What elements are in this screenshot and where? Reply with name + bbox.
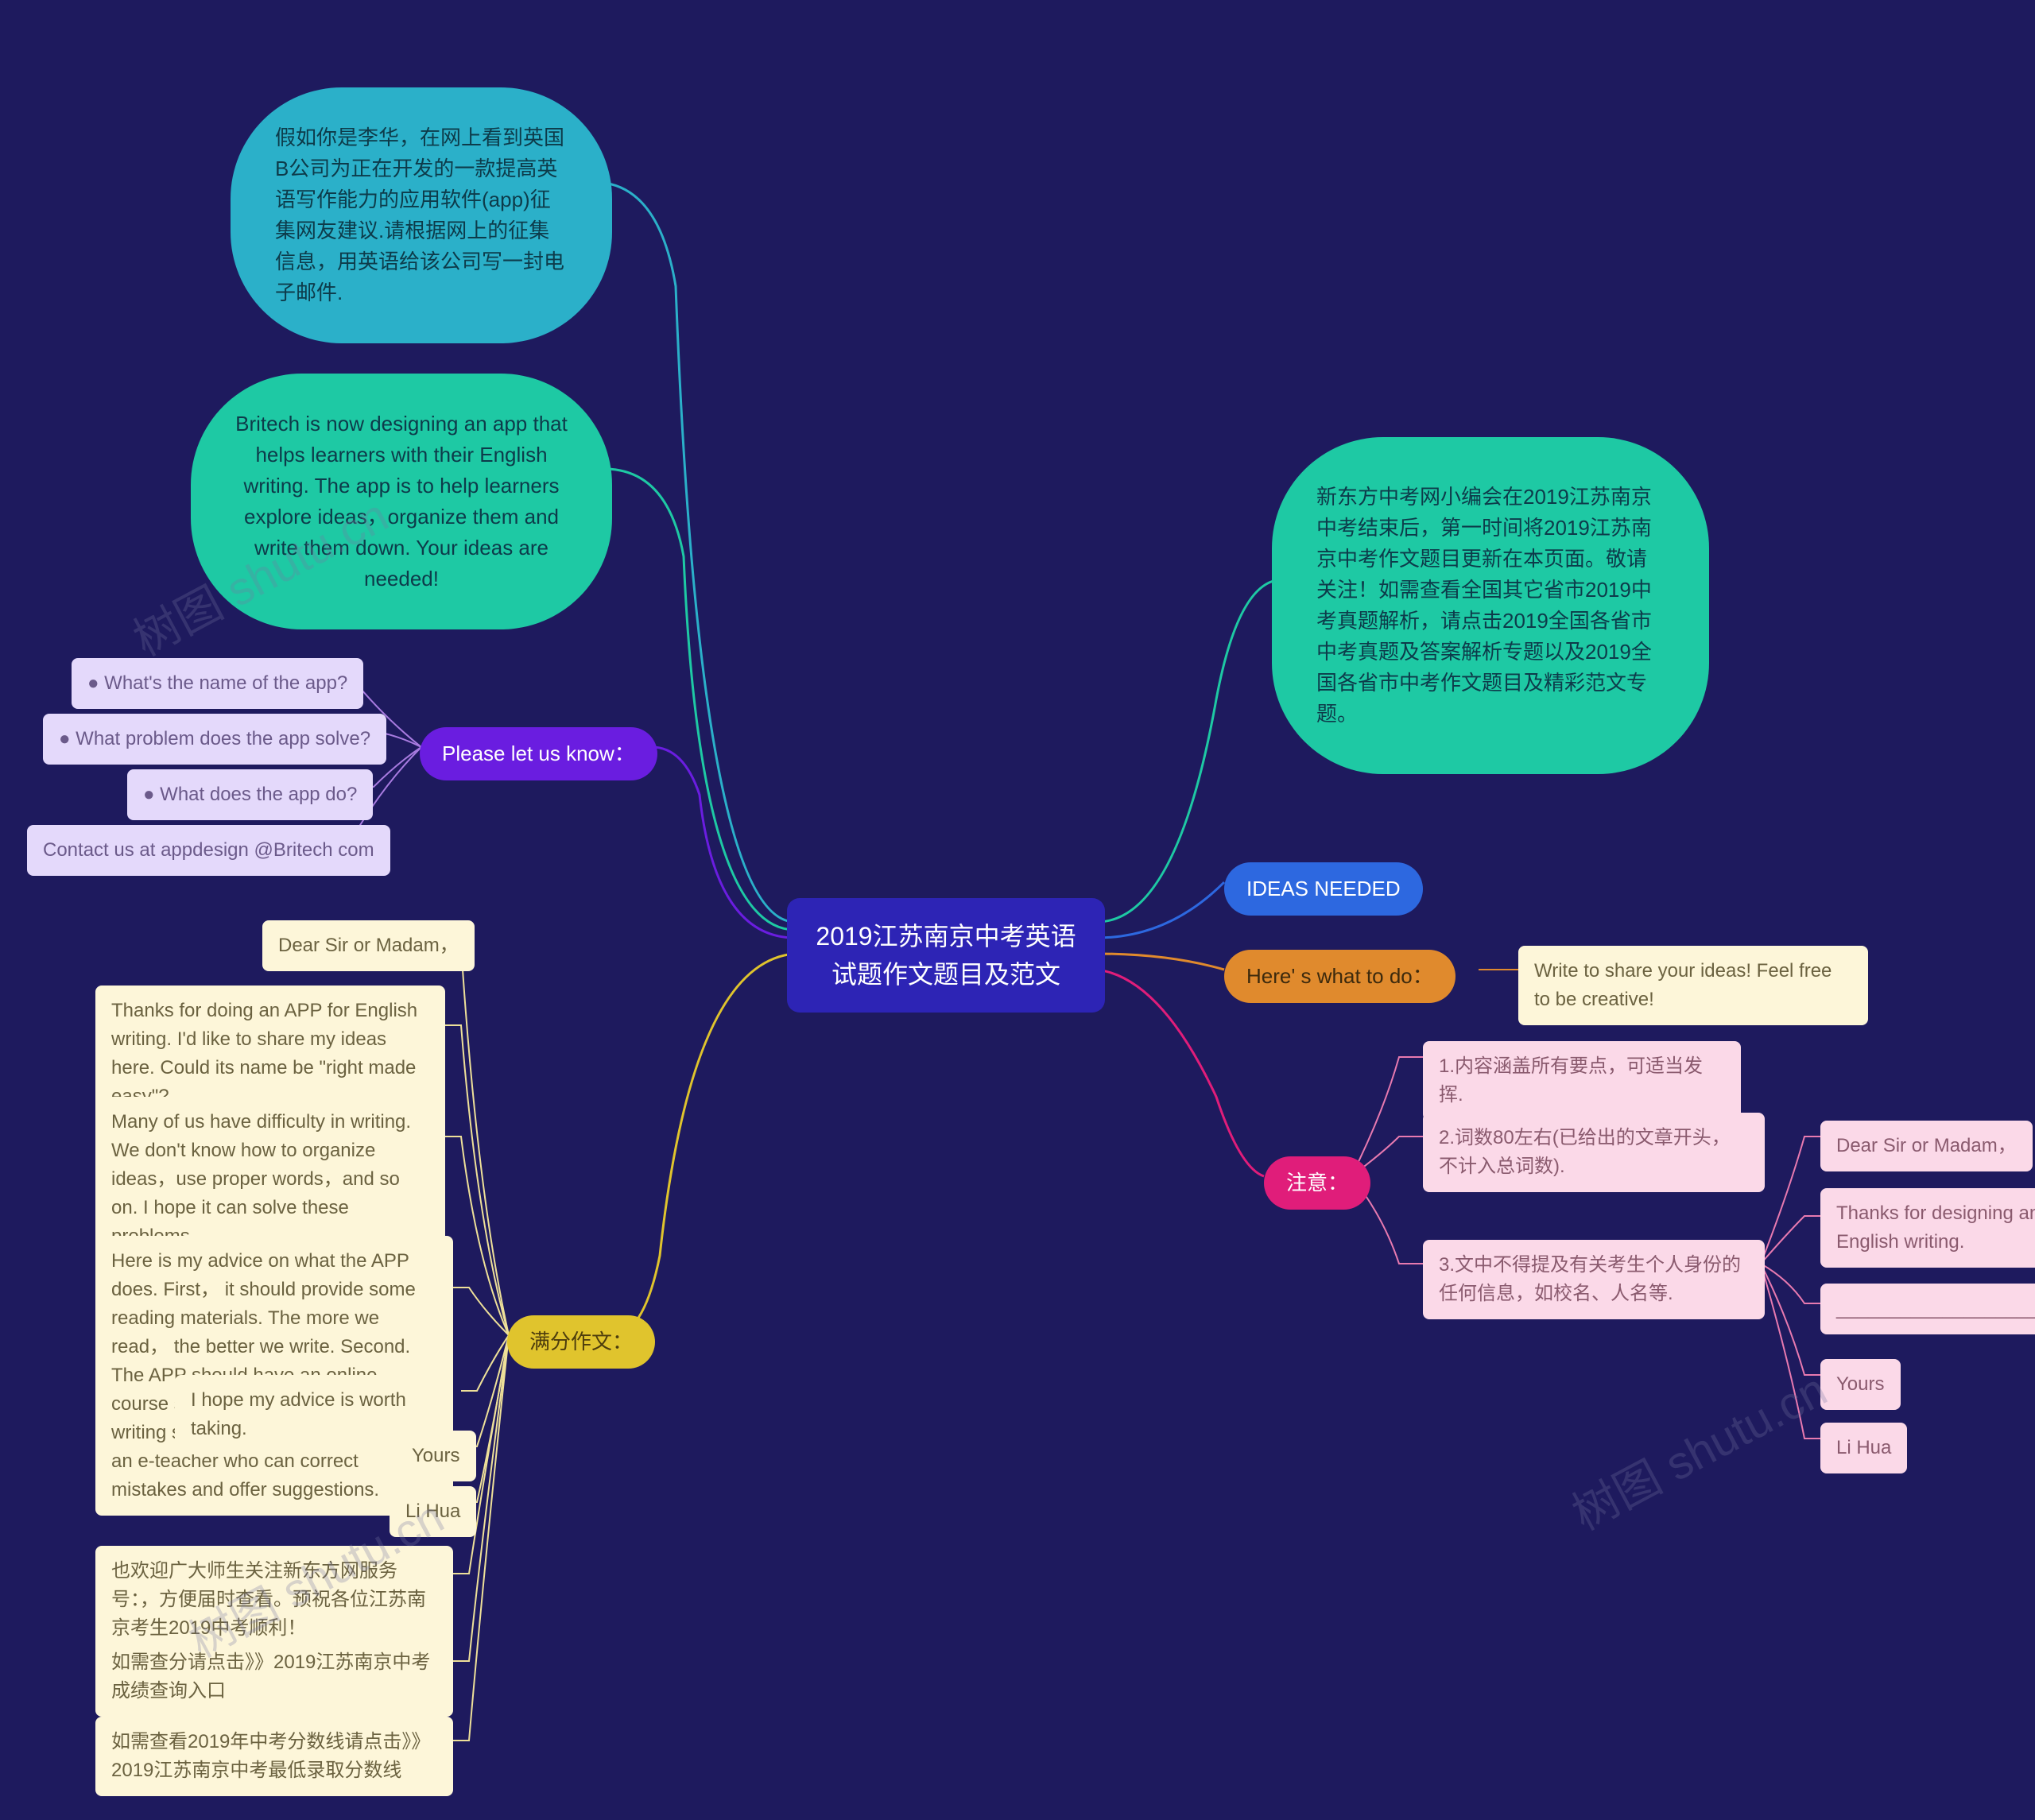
scenario-bubble[interactable]: 假如你是李华，在网上看到英国B公司为正在开发的一款提高英语写作能力的应用软件(a…	[231, 87, 612, 343]
attention-p3-l2: Thanks for designing an app for English …	[1820, 1188, 2035, 1268]
root-label: 2019江苏南京中考英语试题作文题目及范文	[816, 922, 1076, 989]
what-to-do[interactable]: Here' s what to do：	[1224, 950, 1456, 1003]
let-us-know-q4: Contact us at appdesign @Britech com	[27, 825, 390, 876]
attention-p3-l4: Yours	[1820, 1359, 1901, 1410]
attention-p2: 2.词数80左右(已给出的文章开头，不计入总词数).	[1423, 1113, 1765, 1192]
essay-p1: Dear Sir or Madam，	[262, 920, 475, 971]
essay-p6: Yours	[396, 1431, 476, 1481]
watermark: 树图 shutu.cn	[1559, 1353, 1837, 1543]
attention-p3-l1: Dear Sir or Madam，	[1820, 1121, 2033, 1171]
what-to-do-leaf: Write to share your ideas! Feel free to …	[1518, 946, 1868, 1025]
essay-p9: 如需查分请点击》》2019江苏南京中考成绩查询入口	[95, 1637, 453, 1717]
let-us-know-q3: ● What does the app do?	[127, 769, 373, 820]
let-us-know-q1: ● What's the name of the app?	[72, 658, 363, 709]
let-us-know-q2: ● What problem does the app solve?	[43, 714, 386, 765]
root-node[interactable]: 2019江苏南京中考英语试题作文题目及范文	[787, 898, 1105, 1013]
attention-p3-l5: Li Hua	[1820, 1423, 1907, 1473]
attention-p3: 3.文中不得提及有关考生个人身份的任何信息，如校名、人名等.	[1423, 1240, 1765, 1319]
what-to-do-label: Here' s what to do：	[1246, 964, 1433, 988]
let-us-know-label: Please let us know：	[442, 742, 635, 765]
intro-text: 新东方中考网小编会在2019江苏南京中考结束后，第一时间将2019江苏南京中考作…	[1316, 485, 1652, 726]
full-essay[interactable]: 满分作文：	[507, 1315, 655, 1369]
attention-p1: 1.内容涵盖所有要点，可适当发挥.	[1423, 1041, 1741, 1121]
attention-p3-l3: _____________________________	[1820, 1284, 2035, 1334]
ideas-needed-label: IDEAS NEEDED	[1246, 877, 1401, 900]
full-essay-label: 满分作文：	[529, 1330, 633, 1353]
attention-label: 注意：	[1286, 1171, 1348, 1195]
britech-bubble[interactable]: Britech is now designing an app that hel…	[191, 374, 612, 629]
britech-text: Britech is now designing an app that hel…	[235, 412, 568, 591]
attention[interactable]: 注意：	[1264, 1156, 1370, 1210]
intro-bubble[interactable]: 新东方中考网小编会在2019江苏南京中考结束后，第一时间将2019江苏南京中考作…	[1272, 437, 1709, 774]
let-us-know[interactable]: Please let us know：	[420, 727, 657, 780]
essay-p10: 如需查看2019年中考分数线请点击》》2019江苏南京中考最低录取分数线	[95, 1717, 453, 1796]
essay-p7: Li Hua	[390, 1486, 476, 1537]
scenario-text: 假如你是李华，在网上看到英国B公司为正在开发的一款提高英语写作能力的应用软件(a…	[275, 126, 564, 304]
ideas-needed[interactable]: IDEAS NEEDED	[1224, 862, 1423, 916]
